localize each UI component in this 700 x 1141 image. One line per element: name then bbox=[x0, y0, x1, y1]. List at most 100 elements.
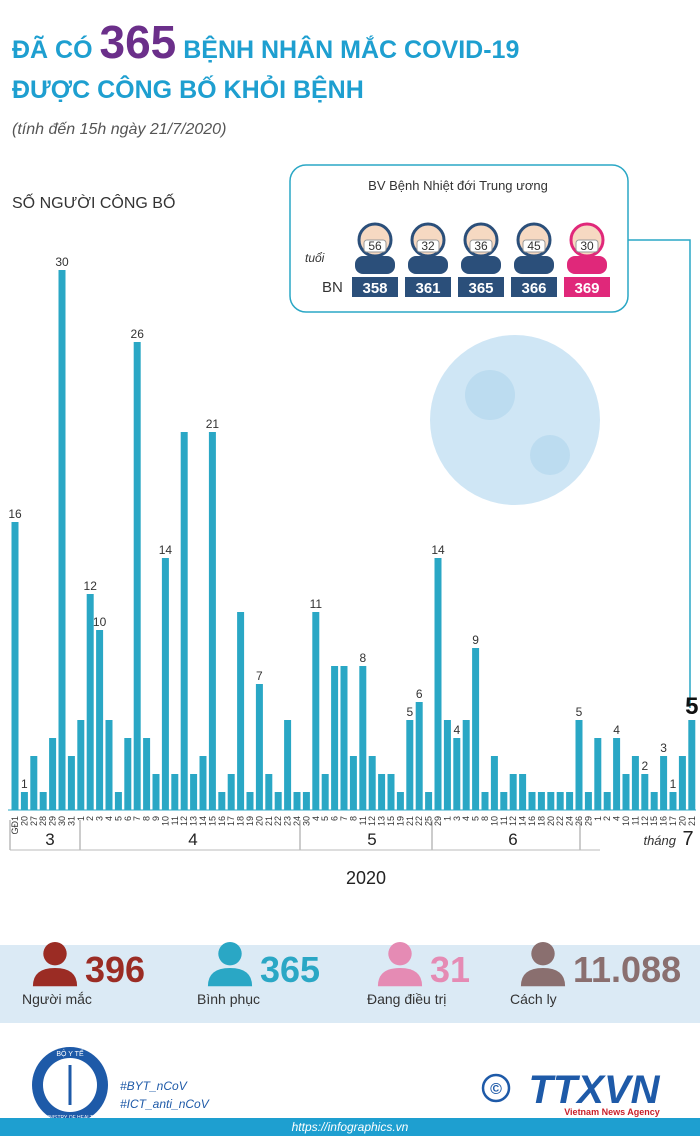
bar bbox=[246, 792, 254, 810]
x-tick-label: 6 bbox=[123, 816, 133, 821]
bar bbox=[161, 558, 169, 810]
x-tick-label: 3 bbox=[95, 816, 105, 821]
value-label: 1 bbox=[670, 777, 677, 791]
bar bbox=[143, 738, 151, 810]
virus-illustration bbox=[465, 370, 515, 420]
bar bbox=[688, 720, 696, 810]
x-tick-label: 13 bbox=[377, 816, 387, 826]
bar bbox=[669, 792, 677, 810]
bar bbox=[641, 774, 649, 810]
patient-mask bbox=[575, 239, 599, 253]
x-tick-label: 16 bbox=[527, 816, 537, 826]
x-tick-label: 25 bbox=[424, 816, 434, 826]
value-label: 8 bbox=[359, 651, 366, 665]
x-tick-label: 8 bbox=[480, 816, 490, 821]
bar bbox=[481, 792, 489, 810]
bar bbox=[368, 756, 376, 810]
patient-body bbox=[514, 256, 554, 274]
value-label: 14 bbox=[431, 543, 445, 557]
bar bbox=[114, 792, 122, 810]
month-label: 4 bbox=[188, 830, 197, 849]
x-tick-label: 10 bbox=[160, 816, 170, 826]
bar bbox=[340, 666, 348, 810]
x-tick-label: 29 bbox=[433, 816, 443, 826]
x-tick-label: 30 bbox=[57, 816, 67, 826]
x-tick-label: 14 bbox=[198, 816, 208, 826]
bar bbox=[359, 666, 367, 810]
patient-body bbox=[408, 256, 448, 274]
value-label: 14 bbox=[159, 543, 173, 557]
bar bbox=[39, 792, 47, 810]
copyright-ring bbox=[481, 1073, 511, 1103]
month-label: 6 bbox=[508, 830, 517, 849]
x-tick-label: 27 bbox=[29, 816, 39, 826]
x-tick-label: 5 bbox=[320, 816, 330, 821]
x-tick-label: 17 bbox=[226, 816, 236, 826]
bar bbox=[500, 792, 508, 810]
bar bbox=[86, 594, 94, 810]
bar bbox=[613, 738, 621, 810]
footer-band bbox=[0, 1118, 700, 1136]
x-tick-label: 18 bbox=[236, 816, 246, 826]
y-axis-label: SỐ NGƯỜI CÔNG BỐ bbox=[12, 192, 175, 212]
value-label: 26 bbox=[131, 327, 145, 341]
month-label: 7 bbox=[682, 828, 693, 850]
patient-mask bbox=[416, 239, 440, 253]
panel-title: BV Bệnh Nhiệt đới Trung ương bbox=[368, 178, 548, 193]
bar bbox=[349, 756, 357, 810]
patient-body bbox=[567, 256, 607, 274]
patient-body bbox=[461, 256, 501, 274]
x-tick-label: 1 bbox=[76, 816, 86, 821]
bar bbox=[678, 756, 686, 810]
value-label: 7 bbox=[256, 669, 263, 683]
stats-band bbox=[0, 945, 700, 1023]
x-tick-label: 29 bbox=[583, 816, 593, 826]
x-tick-label: 22 bbox=[555, 816, 565, 826]
person-head bbox=[388, 942, 412, 966]
bar bbox=[537, 792, 545, 810]
x-tick-label: 9 bbox=[151, 816, 161, 821]
bar bbox=[650, 792, 658, 810]
person-head bbox=[218, 942, 242, 966]
x-tick-label: 4 bbox=[311, 816, 321, 821]
value-label: 12 bbox=[84, 579, 98, 593]
bar bbox=[77, 720, 85, 810]
x-tick-label: 13 bbox=[189, 816, 199, 826]
bar bbox=[415, 702, 423, 810]
x-tick-label: 20 bbox=[19, 816, 29, 826]
bar bbox=[603, 792, 611, 810]
x-tick-label: 7 bbox=[339, 816, 349, 821]
x-tick-label: 18 bbox=[536, 816, 546, 826]
x-tick-label: 15 bbox=[649, 816, 659, 826]
x-tick-label: 4 bbox=[104, 816, 114, 821]
patient-age: 56 bbox=[368, 239, 382, 253]
x-tick-label: 23 bbox=[283, 816, 293, 826]
stat-label: Người mắc bbox=[22, 991, 92, 1007]
bar bbox=[490, 756, 498, 810]
x-tick-label: 5 bbox=[113, 816, 123, 821]
id-label: BN bbox=[322, 279, 343, 296]
bar bbox=[519, 774, 527, 810]
bar bbox=[378, 774, 386, 810]
ministry-vi: BỘ Y TẾ bbox=[56, 1048, 84, 1058]
bar bbox=[105, 720, 113, 810]
value-label: 2 bbox=[641, 759, 648, 773]
value-label: 21 bbox=[206, 417, 220, 431]
bar bbox=[133, 342, 141, 810]
patient-id-box bbox=[405, 277, 451, 297]
bar bbox=[274, 792, 282, 810]
value-label: 30 bbox=[55, 255, 69, 269]
bar bbox=[547, 792, 555, 810]
x-tick-label: 2 bbox=[602, 816, 612, 821]
bar bbox=[190, 774, 198, 810]
bar bbox=[387, 774, 395, 810]
x-tick-label: 8 bbox=[348, 816, 358, 821]
x-tick-label: 21 bbox=[687, 816, 697, 826]
x-tick-label: 10 bbox=[621, 816, 631, 826]
x-tick-label: 22 bbox=[414, 816, 424, 826]
title-line2: ĐƯỢC CÔNG BỐ KHỎI BỆNH bbox=[12, 74, 364, 104]
patient-id-box bbox=[564, 277, 610, 297]
bar bbox=[631, 756, 639, 810]
x-tick-label: 24 bbox=[565, 816, 575, 826]
bar bbox=[528, 792, 536, 810]
